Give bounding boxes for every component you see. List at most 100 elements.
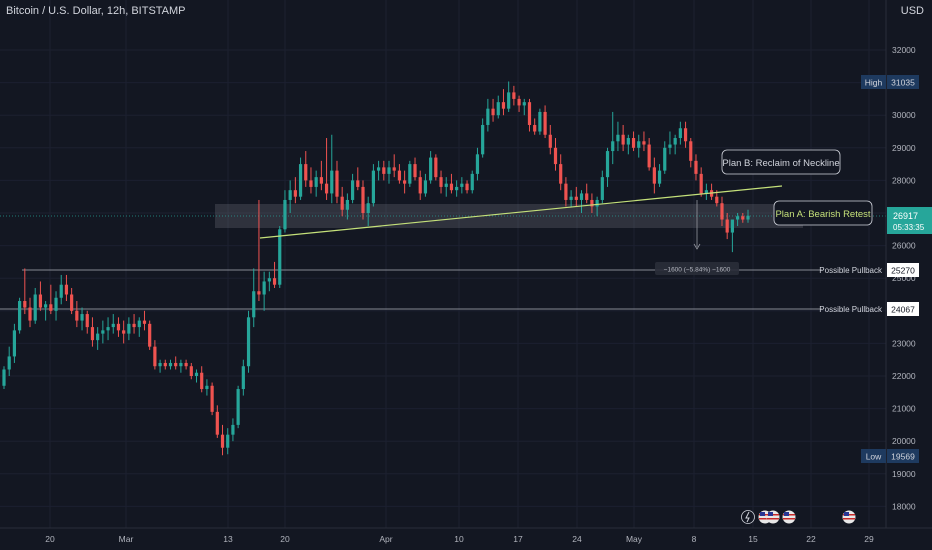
price-tick-label: 26000: [892, 241, 916, 251]
candle-body: [2, 369, 6, 386]
candle-body: [28, 307, 32, 321]
candle-body: [23, 301, 27, 308]
candle: [49, 284, 53, 315]
candle-body: [408, 164, 412, 184]
candle-body: [345, 199, 349, 210]
candle: [28, 297, 32, 328]
candle: [392, 154, 396, 178]
candle-body: [304, 164, 308, 181]
candle: [231, 418, 235, 442]
candle-body: [387, 167, 391, 174]
candle: [486, 98, 490, 132]
candle-body: [252, 291, 256, 318]
candle: [226, 428, 230, 455]
price-axis[interactable]: 3200031000300002900028000270002600025000…: [892, 45, 916, 511]
candle: [720, 196, 724, 227]
candle-body: [12, 330, 17, 357]
current-price: 26917: [893, 211, 918, 221]
high-label-badge: [861, 75, 886, 89]
candle: [345, 193, 349, 220]
candle-body: [257, 291, 261, 295]
candle-body: [64, 284, 69, 295]
candle-body: [324, 183, 329, 194]
candle-body: [423, 180, 428, 194]
candle-body: [663, 147, 667, 171]
candle-body: [434, 157, 438, 178]
lightning-icon[interactable]: [741, 510, 755, 524]
time-tick-label: 8: [692, 534, 697, 544]
candle-body: [475, 154, 480, 174]
candle-body: [85, 314, 89, 328]
candle-body: [522, 102, 526, 106]
candle-body: [585, 193, 589, 200]
plan-b-callout[interactable]: [721, 149, 841, 175]
candle-body: [574, 196, 578, 200]
candle: [366, 196, 370, 227]
neckline[interactable]: [259, 185, 783, 239]
currency-label[interactable]: USD: [900, 5, 924, 17]
candle: [309, 167, 313, 194]
candle: [616, 121, 620, 152]
candle-body: [106, 327, 110, 331]
candle: [377, 160, 381, 181]
price-tick-label: 23000: [892, 338, 916, 348]
candle: [413, 157, 417, 181]
candle: [220, 424, 225, 456]
low-label: Low: [866, 452, 882, 462]
candle: [106, 317, 110, 341]
candle-body: [637, 141, 641, 148]
us-flag-icon[interactable]: [782, 510, 796, 524]
price-tick-label: 18000: [892, 501, 916, 511]
candle-body: [96, 333, 100, 341]
candle: [455, 180, 459, 197]
candle: [18, 297, 22, 334]
price-tick-label: 22000: [892, 371, 916, 381]
measure-box[interactable]: [655, 262, 739, 275]
us-flag-icon[interactable]: [842, 510, 856, 524]
candle-body: [413, 164, 417, 178]
candle-body: [132, 323, 136, 328]
time-tick-label: May: [626, 534, 643, 544]
candle: [642, 131, 646, 152]
price-tick-label: 21000: [892, 404, 916, 414]
candle: [189, 362, 193, 380]
candle: [33, 287, 37, 324]
candle: [605, 147, 610, 187]
high-value: 31035: [891, 78, 915, 88]
candle-body: [231, 424, 235, 435]
candle-body: [600, 177, 604, 200]
candle-body: [350, 180, 355, 200]
time-tick-label: 20: [280, 534, 290, 544]
symbol-title[interactable]: Bitcoin / U.S. Dollar, 12h, BITSTAMP: [6, 5, 186, 17]
candle-body: [533, 124, 537, 132]
candle-body: [38, 294, 43, 308]
candle-body: [538, 111, 542, 132]
candle-body: [496, 102, 500, 116]
candle: [527, 98, 532, 132]
candle: [678, 121, 682, 145]
candle-body: [449, 183, 454, 191]
candle-body: [626, 138, 630, 145]
pullback-lower-value: 24067: [891, 305, 915, 315]
us-flag-icon[interactable]: [766, 510, 780, 524]
candle: [252, 268, 256, 328]
candle-body: [730, 219, 734, 233]
candle-body: [148, 323, 152, 347]
candle: [501, 89, 506, 116]
time-axis[interactable]: 20 Mar 13 20 Apr 10 17 24 May 8 15 22 29: [45, 534, 874, 544]
candle-body: [507, 92, 511, 109]
candle: [54, 291, 58, 321]
candle-body: [694, 160, 698, 174]
candle: [663, 141, 667, 174]
candle-body: [241, 366, 245, 390]
candle: [668, 131, 672, 155]
pullback-upper-badge: [887, 263, 919, 277]
plan-a-callout[interactable]: [773, 200, 873, 226]
price-tick-label: 20000: [892, 436, 916, 446]
candle-body: [163, 362, 167, 367]
candle-body: [715, 196, 719, 204]
candle: [735, 213, 740, 227]
price-tick-label: 32000: [892, 45, 916, 55]
candle-body: [174, 362, 178, 367]
